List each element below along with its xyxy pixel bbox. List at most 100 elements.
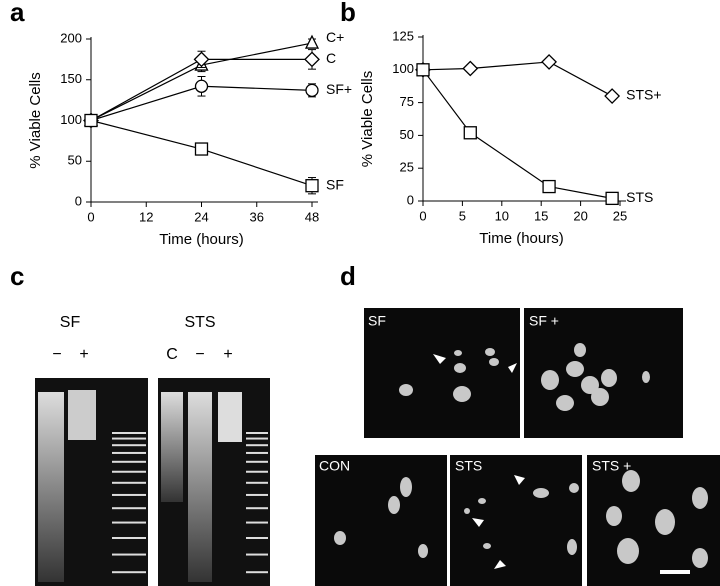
lane-label: −	[52, 346, 61, 363]
panel-label: b	[340, 0, 356, 27]
ladder-band	[112, 553, 146, 556]
micrograph	[450, 455, 582, 586]
ladder-band	[246, 481, 268, 484]
gel-lane	[188, 392, 212, 582]
ladder-band	[112, 451, 146, 454]
ladder-band	[246, 437, 268, 440]
series-label: C+	[326, 29, 344, 45]
panel-label: c	[10, 261, 24, 291]
marker	[194, 142, 209, 156]
marker	[604, 88, 621, 104]
series-label: C	[326, 50, 336, 66]
ladder-band	[246, 470, 268, 473]
ladder-band	[112, 571, 146, 574]
panel-label: d	[340, 261, 356, 291]
x-tick-label: 24	[194, 209, 208, 224]
x-tick-label: 25	[613, 208, 627, 223]
ladder-band	[246, 537, 268, 539]
x-tick-label: 48	[305, 209, 319, 224]
marker	[304, 51, 320, 68]
gel-lane	[161, 392, 183, 502]
ladder-band	[246, 432, 268, 434]
y-tick-label: 100	[392, 61, 414, 76]
tile-label: CON	[319, 458, 350, 474]
y-tick-label: 50	[400, 127, 414, 142]
ladder-band	[112, 470, 146, 473]
ladder-band	[246, 521, 268, 524]
x-tick-label: 36	[250, 209, 264, 224]
marker	[605, 191, 619, 206]
marker	[84, 113, 98, 128]
marker	[304, 34, 320, 49]
ladder	[112, 432, 268, 574]
lane-label: +	[223, 346, 232, 363]
ladder-band	[112, 521, 146, 524]
y-tick-label: 75	[400, 94, 414, 109]
y-axis-label: % Viable Cells	[27, 72, 44, 168]
ladder-band	[112, 537, 146, 539]
nuclei	[334, 343, 708, 568]
gel-lane	[38, 392, 64, 582]
ladder-band	[112, 481, 146, 484]
ladder-band	[112, 460, 146, 463]
micrograph	[315, 455, 447, 586]
ladder-band	[246, 460, 268, 463]
series-label: SF	[326, 176, 344, 192]
scale-bar	[660, 570, 690, 574]
x-tick-label: 5	[459, 208, 466, 223]
series-label: STS	[626, 189, 653, 205]
y-tick-label: 100	[60, 112, 82, 127]
series-label: STS+	[626, 87, 661, 103]
ladder-band	[246, 507, 268, 510]
marker	[462, 60, 479, 77]
tile-label: SF	[368, 313, 386, 329]
tile-label: STS	[455, 458, 482, 474]
x-tick-label: 0	[419, 208, 426, 223]
series-line	[422, 69, 613, 199]
ladder-band	[246, 571, 268, 574]
marker	[305, 179, 319, 193]
ladder-band	[112, 493, 146, 496]
marker	[305, 83, 319, 97]
arrowhead	[433, 354, 525, 569]
panel-label: a	[10, 0, 25, 27]
gel-lane	[218, 392, 242, 442]
y-tick-label: 25	[400, 160, 414, 175]
tile-label: SF +	[529, 313, 559, 329]
x-axis-label: Time (hours)	[159, 231, 243, 248]
marker	[416, 63, 430, 77]
lane-label: +	[79, 346, 88, 363]
gel-group-label: SF	[60, 314, 81, 331]
series-label: SF+	[326, 81, 352, 97]
x-tick-label: 0	[87, 209, 94, 224]
y-axis-label: % Viable Cells	[359, 71, 376, 167]
marker	[542, 179, 556, 194]
marker	[541, 54, 557, 70]
x-tick-label: 12	[139, 209, 153, 224]
ladder-band	[112, 507, 146, 510]
ladder-band	[246, 444, 268, 447]
micrograph	[364, 308, 520, 438]
x-tick-label: 15	[534, 208, 548, 223]
marker	[194, 79, 209, 93]
y-tick-label: 200	[60, 30, 82, 45]
x-tick-label: 20	[573, 208, 587, 223]
x-axis-label: Time (hours)	[479, 230, 563, 247]
y-tick-label: 150	[60, 71, 82, 86]
ladder-band	[246, 451, 268, 454]
ladder-band	[246, 493, 268, 496]
tile-label: STS +	[592, 458, 631, 474]
ladder-band	[112, 432, 146, 434]
x-tick-label: 10	[495, 208, 509, 223]
lane-label: C	[166, 346, 178, 363]
gel-lane	[68, 390, 96, 440]
series-line	[422, 61, 613, 97]
marker	[463, 126, 477, 140]
y-tick-label: 125	[392, 28, 414, 43]
ladder-band	[112, 437, 146, 440]
marker	[193, 51, 210, 68]
ladder-band	[112, 444, 146, 447]
y-tick-label: 0	[407, 192, 414, 207]
y-tick-label: 0	[75, 193, 82, 208]
